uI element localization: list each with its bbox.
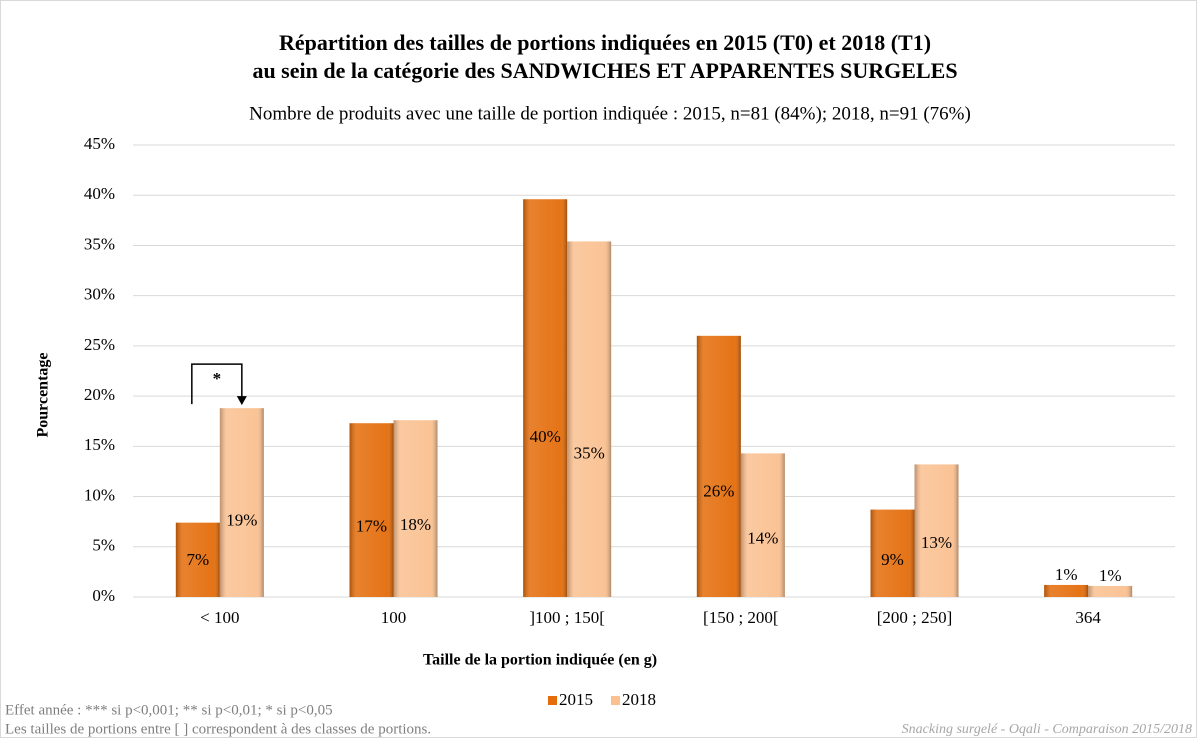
bar bbox=[393, 420, 438, 597]
legend-label: 2018 bbox=[622, 690, 656, 709]
data-label: 18% bbox=[400, 515, 431, 534]
footnote: Les tailles de portions entre [ ] corres… bbox=[5, 721, 431, 737]
y-tick-label: 20% bbox=[84, 385, 115, 404]
bar bbox=[567, 241, 612, 597]
data-label: 40% bbox=[530, 427, 561, 446]
significance-bracket bbox=[191, 363, 243, 405]
y-axis-title: Pourcentage bbox=[35, 352, 52, 437]
bar bbox=[696, 335, 741, 597]
footnote: Effet année : *** si p<0,001; ** si p<0,… bbox=[5, 702, 333, 718]
legend-swatch bbox=[611, 696, 620, 705]
legend-swatch bbox=[548, 696, 557, 705]
source: Snacking surgelé - Oqali - Comparaison 2… bbox=[902, 722, 1192, 737]
bar bbox=[219, 408, 264, 597]
data-label: 35% bbox=[574, 444, 605, 463]
data-label: 7% bbox=[186, 550, 209, 569]
x-tick-label: 100 bbox=[381, 608, 407, 627]
chart-subtitle: Nombre de produits avec une taille de po… bbox=[249, 103, 971, 124]
y-tick-label: 5% bbox=[92, 536, 115, 555]
bar bbox=[1044, 584, 1089, 597]
chart-title: au sein de la catégorie des SANDWICHES E… bbox=[252, 58, 957, 83]
legend-label: 2015 bbox=[559, 690, 593, 709]
y-tick-label: 45% bbox=[84, 134, 115, 153]
data-label: 26% bbox=[703, 481, 734, 500]
data-label: 1% bbox=[1099, 566, 1122, 585]
y-tick-label: 30% bbox=[84, 285, 115, 304]
y-tick-label: 10% bbox=[84, 485, 115, 504]
significance-star: * bbox=[213, 369, 222, 388]
x-tick-label: < 100 bbox=[200, 608, 239, 627]
data-label: 19% bbox=[226, 510, 257, 529]
y-tick-label: 0% bbox=[92, 586, 115, 605]
chart-title: Répartition des tailles de portions indi… bbox=[279, 30, 931, 55]
x-axis-title: Taille de la portion indiquée (en g) bbox=[423, 652, 657, 669]
y-tick-label: 40% bbox=[84, 184, 115, 203]
x-tick-label: [150 ; 200[ bbox=[703, 608, 779, 627]
data-label: 17% bbox=[356, 516, 387, 535]
y-tick-label: 15% bbox=[84, 435, 115, 454]
data-label: 14% bbox=[747, 528, 778, 547]
bar bbox=[914, 464, 959, 597]
bar bbox=[1088, 585, 1133, 597]
x-tick-label: ]100 ; 150[ bbox=[529, 608, 605, 627]
data-label: 13% bbox=[921, 533, 952, 552]
arrow-head bbox=[236, 396, 247, 406]
bar bbox=[523, 199, 568, 598]
bar bbox=[349, 423, 394, 597]
data-label: 9% bbox=[881, 550, 904, 569]
data-label: 1% bbox=[1055, 565, 1078, 584]
y-tick-label: 25% bbox=[84, 335, 115, 354]
x-tick-label: [200 ; 250] bbox=[877, 608, 953, 627]
x-tick-label: 364 bbox=[1075, 608, 1101, 627]
bar bbox=[740, 453, 785, 597]
y-tick-label: 35% bbox=[84, 234, 115, 253]
